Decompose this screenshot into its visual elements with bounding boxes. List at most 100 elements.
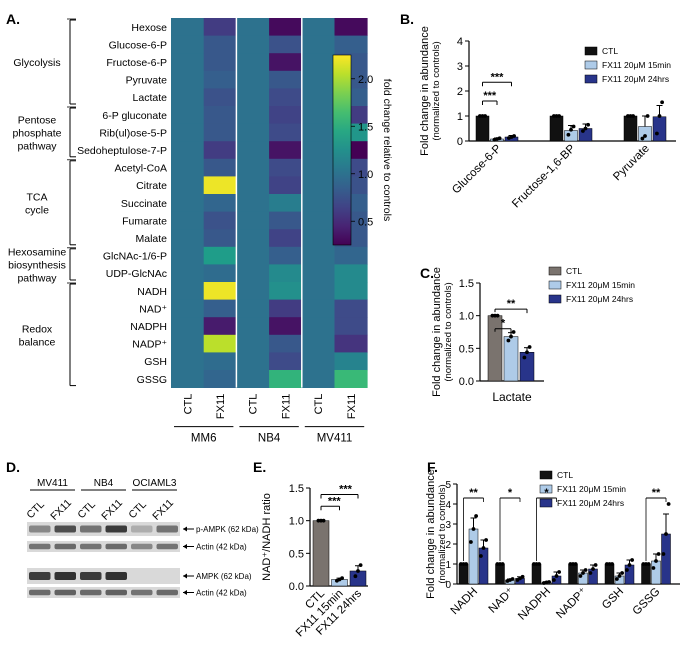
heatmap-cell [171,88,205,107]
sig-label: * [508,487,513,499]
heatmap-cell [203,334,237,353]
data-point [586,122,590,127]
data-point [500,562,505,566]
panel-letter-f: F. [427,459,438,475]
heatmap-cell [203,141,237,160]
heatmap-cell [269,106,303,124]
heatmap-cell [236,141,270,160]
heatmap-cell [203,370,237,388]
heatmap-cell [203,317,237,336]
bar-ctl [604,563,615,585]
blot-band [131,525,153,533]
heatmap-cell [301,229,335,248]
data-point [571,562,575,566]
legend-label: FX11 20μM 15min [566,280,635,290]
heatmap-cell [269,70,303,89]
heatmap-cell [269,334,303,353]
heatmap-column-label: FX11 [280,394,292,419]
row-group-label-line: Glycolysis [13,57,60,69]
heatmap-row-label: Sedoheptulose-7-P [77,145,167,157]
data-point [319,518,323,523]
heatmap-cell [171,70,205,89]
bar-fx11-20-m-24hrs [624,564,635,585]
heatmap-cell [269,88,303,107]
data-point [651,566,656,570]
lane-label: FX11 [48,497,74,523]
heatmap-cell [203,299,237,318]
data-point [605,562,609,566]
data-point [481,546,486,550]
row-group-label-line: Hexosamine [8,246,67,258]
heatmap-cell [334,370,368,388]
row-group-label-line: Redox [22,323,53,335]
data-point [615,577,619,581]
data-point [655,131,659,136]
legend-label: CTL [602,46,618,56]
heatmap-cell [171,334,205,353]
sig-label: ** [469,487,478,499]
data-point [495,562,500,566]
heatmap-row-label: Pyruvate [126,75,168,87]
y-tick-label: 2 [457,86,463,98]
heatmap-cell [171,194,205,212]
blot-band [80,589,102,596]
heatmap-cell [203,70,237,89]
blot-band [105,543,127,550]
heatmap-cell [269,123,303,142]
data-point [626,114,630,118]
heatmap-cell [203,246,237,265]
heatmap-row-label: NADP⁺ [132,339,167,351]
bar-chart-c: 0.0 0.5 1.0 1.5 Fold change in abundance (nor… [431,266,635,404]
heatmap-group-label: NB4 [258,433,281,445]
heatmap-row-label: 6-P gluconate [102,110,167,122]
heatmap-cell [203,229,237,248]
data-point [640,136,645,141]
legend-swatch [548,280,562,290]
colorbar-tick-label: 2.0 [358,74,373,86]
sig-label: *** [339,484,353,496]
data-point [617,574,622,578]
data-point [358,563,363,567]
data-point [588,571,593,575]
heatmap-cell [301,334,335,353]
data-point [512,134,516,138]
heatmap-row-label: Lactate [133,92,168,104]
heatmap-cell [269,158,303,177]
lane-label: FX11 [99,497,125,523]
lane-label: CTL [75,499,98,522]
heatmap-cell [203,352,237,371]
y-axis-label: Fold change in abundance [419,26,431,156]
y-tick-label: 5 [445,480,451,491]
heatmap-cell [301,246,335,265]
heatmap-column-label: CTL [313,394,325,415]
y-tick-label: 1.5 [459,278,474,290]
data-point [316,518,321,523]
heatmap-cell [301,88,335,107]
data-point [511,330,516,334]
data-point [620,571,624,575]
category-label: GSSG [631,586,663,618]
sig-label: * [501,318,506,330]
bar-ctl [568,563,578,585]
heatmap-row-label: NADPH [130,321,167,333]
bar [349,570,367,587]
heatmap-panel: Hexose Glucose-6-P Fructose-6-P Pyruvate Lac… [8,18,393,445]
band-arrowhead [183,590,187,595]
heatmap-cell [269,194,303,212]
legend-swatch [539,470,553,480]
y-tick-label: 0.5 [289,548,304,560]
legend-swatch [584,46,598,56]
heatmap-cell [236,106,270,124]
heatmap-cell [236,35,270,54]
row-group-label: Hexosamine biosynthesis pathway [8,246,67,284]
heatmap-cell [301,264,335,283]
heatmap-row-label: Citrate [136,180,167,192]
y-axis-label: Fold change in abundance [431,267,443,397]
data-point [664,532,668,536]
data-point [571,124,576,129]
heatmap-cell [171,229,205,248]
data-point [660,100,664,105]
heatmap-cell [236,88,270,107]
